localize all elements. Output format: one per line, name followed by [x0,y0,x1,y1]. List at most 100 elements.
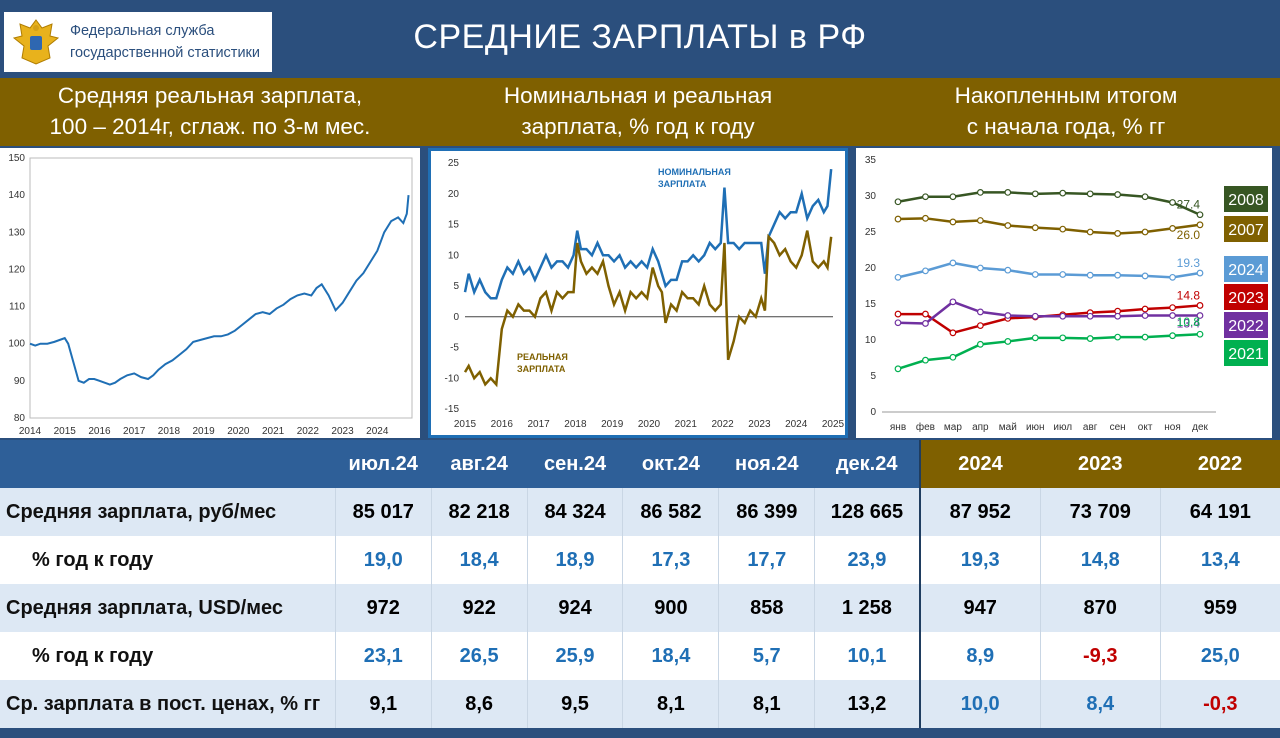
point-2007 [949,218,957,226]
cell: 17,7 [718,536,815,584]
y-tick-label: 10 [865,335,877,346]
x-tick-label: 2022 [297,426,320,437]
point-2024 [1196,269,1204,277]
point-2022 [922,320,929,327]
cell: 922 [430,584,528,632]
point-2021 [1004,338,1012,345]
end-label-2022: 13.4 [1177,317,1201,331]
point-2024 [1031,271,1039,278]
cell: 8,9 [918,632,1041,680]
point-2021 [1031,334,1039,342]
point-2008 [1031,190,1039,198]
point-2022 [1141,312,1149,319]
table-header-2023: 2023 [1040,440,1161,488]
y-tick-label: 15 [865,299,877,310]
cell: 13,4 [1159,536,1280,584]
table-header-aug24: авг.24 [431,440,528,488]
y-tick-label: 150 [8,153,25,164]
month-label: фев [916,421,935,433]
legend-label-2022: 2022 [1228,318,1264,335]
y-tick-label: 30 [865,191,877,202]
point-2024 [1086,271,1094,279]
wage-table: июл.24 авг.24 сен.24 окт.24 ноя.24 дек.2… [0,440,1280,738]
point-2008 [1114,191,1122,198]
series-line-2008 [897,191,1201,216]
end-label-2021: 10.8 [1177,315,1201,329]
x-tick-label: 2014 [19,426,42,437]
legend-box-2008 [1224,186,1268,212]
end-label-2008: 27.4 [1177,198,1201,212]
cell: 64 191 [1159,488,1280,536]
table-row-usd: Средняя зарплата, USD/мес 972 922 924 90… [0,584,1280,632]
point-2022 [894,319,902,327]
cell: 17,3 [622,536,719,584]
point-2007 [1086,228,1094,236]
middle-chart-title: Номинальная и реальная зарплата, % год к… [428,80,848,142]
legend-label-2007: 2007 [1228,222,1264,239]
legend-label-2021: 2021 [1228,346,1264,363]
cell: 10,0 [918,680,1041,728]
cell: 86 399 [718,488,815,536]
cell: 5,7 [718,632,815,680]
point-2023 [922,310,929,318]
y-tick-label: -15 [445,404,460,415]
x-tick-label: 2018 [564,419,587,430]
cell: 25,0 [1159,632,1280,680]
cell: 8,4 [1039,680,1161,728]
point-2007 [922,214,929,222]
cell: 73 709 [1039,488,1161,536]
table-header-2022: 2022 [1160,440,1280,488]
point-2023 [1196,302,1204,309]
y-tick-label: 35 [865,155,877,166]
y-tick-label: 20 [865,263,877,274]
real-wage-index-chart: 80 90 100 110 120 130 140 150 2014 2015 2016 2017 20… [8,153,413,437]
eagle-emblem-icon [12,19,60,65]
legend-box-2023 [1224,284,1268,310]
x-tick-label: 2019 [193,426,216,437]
cumulative-wage-chart: 0 5 10 15 20 25 30 35 янв фев мар апр май июн июл авг се… [865,155,1268,433]
point-2022 [1169,312,1176,319]
y-tick-label: -10 [445,373,460,384]
y-tick-label: 130 [8,227,25,238]
cell: 900 [622,584,719,632]
point-2007 [1196,221,1204,229]
point-2022 [949,298,957,306]
y-tick-label: 110 [9,302,25,313]
point-2022 [1086,312,1094,320]
point-2024 [894,273,902,281]
month-label: сен [1110,422,1126,433]
y-tick-label: 140 [8,190,25,201]
cell: 23,9 [814,536,920,584]
point-2022 [1059,312,1067,320]
point-2008 [1141,193,1149,201]
x-tick-label: 2024 [366,426,389,437]
month-label: дек [1192,422,1208,433]
point-2023 [976,322,984,330]
cell: 858 [718,584,815,632]
x-tick-label: 2017 [527,419,550,430]
point-2022 [1196,312,1204,319]
cell: 84 324 [526,488,623,536]
point-2008 [1059,189,1067,197]
month-label: май [999,422,1017,433]
point-2022 [1031,312,1039,320]
point-2008 [1196,211,1204,219]
cell: 18,9 [526,536,623,584]
point-2007 [1031,224,1039,232]
cell: 924 [526,584,623,632]
x-tick-label: 2025 [822,419,845,430]
x-tick-label: 2019 [601,419,624,430]
point-2008 [1004,189,1012,196]
point-2021 [1196,330,1204,338]
month-label: окт [1138,422,1153,433]
x-tick-label: 2024 [785,419,808,430]
point-2021 [1169,332,1176,340]
plot-frame [29,157,413,419]
y-tick-label: 90 [14,376,26,387]
x-tick-label: 2021 [675,419,698,430]
cell: 8,1 [622,680,719,728]
x-tick-label: 2022 [711,419,734,430]
point-2008 [1086,190,1094,198]
